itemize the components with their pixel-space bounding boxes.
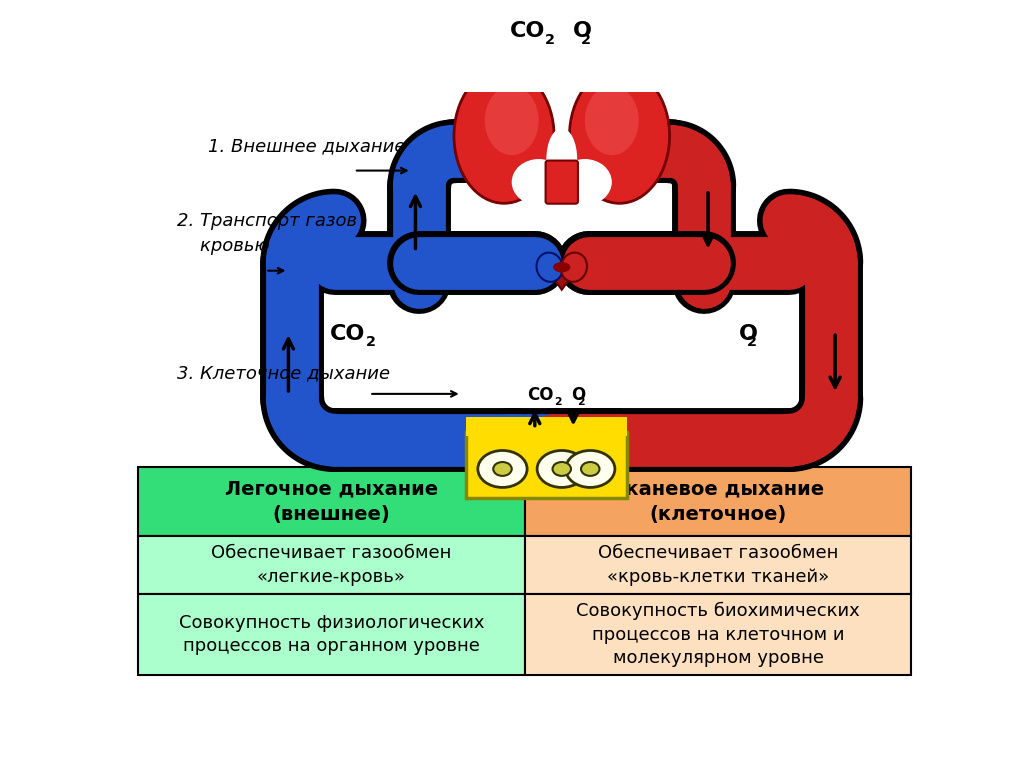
FancyBboxPatch shape (524, 467, 911, 536)
Ellipse shape (484, 86, 539, 155)
Text: Совокупность физиологических
процессов на органном уровне: Совокупность физиологических процессов н… (179, 614, 484, 655)
FancyBboxPatch shape (524, 536, 911, 594)
Text: O: O (573, 21, 592, 41)
Text: Легочное дыхание
(внешнее): Легочное дыхание (внешнее) (225, 479, 438, 524)
Polygon shape (548, 271, 575, 290)
Text: 2. Транспорт газов
    кровью: 2. Транспорт газов кровью (177, 212, 357, 255)
Text: 2: 2 (554, 397, 562, 407)
Ellipse shape (512, 159, 565, 206)
Text: 2: 2 (366, 335, 376, 349)
Text: CO: CO (510, 21, 545, 41)
Text: O: O (739, 324, 758, 344)
FancyBboxPatch shape (546, 160, 578, 204)
Ellipse shape (565, 450, 614, 488)
Text: 3. Клеточное дыхание: 3. Клеточное дыхание (177, 364, 390, 383)
Ellipse shape (561, 252, 587, 281)
Text: Обеспечивает газообмен
«кровь-клетки тканей»: Обеспечивает газообмен «кровь-клетки тка… (598, 545, 839, 586)
Ellipse shape (569, 68, 670, 203)
Text: Совокупность биохимических
процессов на клеточном и
молекулярном уровне: Совокупность биохимических процессов на … (577, 602, 860, 667)
Text: O: O (571, 386, 586, 404)
FancyBboxPatch shape (466, 417, 628, 436)
Text: CO: CO (527, 386, 554, 404)
Ellipse shape (581, 462, 599, 476)
Text: Тканевое дыхание
(клеточное): Тканевое дыхание (клеточное) (612, 479, 824, 524)
Text: 1. Внешнее дыхание: 1. Внешнее дыхание (208, 137, 406, 156)
Text: 2: 2 (746, 335, 757, 349)
FancyBboxPatch shape (466, 433, 628, 498)
FancyBboxPatch shape (138, 594, 524, 675)
Ellipse shape (553, 262, 570, 272)
Ellipse shape (538, 450, 587, 488)
FancyBboxPatch shape (138, 467, 524, 536)
Ellipse shape (454, 68, 554, 203)
Text: CO: CO (330, 324, 366, 344)
Text: 2: 2 (582, 32, 591, 47)
FancyBboxPatch shape (524, 594, 911, 675)
Text: Обеспечивает газообмен
«легкие-кровь»: Обеспечивает газообмен «легкие-кровь» (211, 545, 452, 586)
Ellipse shape (494, 462, 512, 476)
Ellipse shape (478, 450, 527, 488)
Text: 2: 2 (545, 32, 555, 47)
Text: 2: 2 (577, 397, 585, 407)
Ellipse shape (547, 128, 578, 189)
Ellipse shape (585, 86, 639, 155)
FancyBboxPatch shape (138, 536, 524, 594)
Ellipse shape (537, 252, 563, 281)
Ellipse shape (558, 159, 611, 206)
Ellipse shape (553, 462, 571, 476)
